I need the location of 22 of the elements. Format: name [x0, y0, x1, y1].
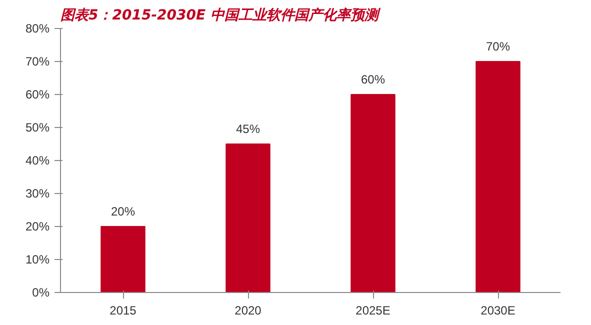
y-tick-label: 40% [25, 154, 50, 168]
y-tick-label: 80% [25, 22, 50, 36]
data-label: 70% [486, 40, 510, 54]
bar [476, 61, 520, 292]
y-tick-label: 10% [25, 252, 50, 266]
bar [100, 226, 146, 292]
data-label: 20% [110, 204, 136, 218]
y-tick-label: 50% [25, 120, 50, 134]
data-label: 45% [236, 122, 260, 136]
bar [226, 144, 270, 292]
chart-title: 图表5：2015-2030E 中国工业软件国产化率预测 [60, 6, 382, 24]
y-tick-label: 70% [25, 54, 50, 68]
y-tick-label: 60% [25, 88, 50, 102]
x-tick-label: 2030E [480, 304, 516, 318]
y-tick-label: 0% [32, 286, 50, 300]
x-tick-label: 2020 [234, 304, 262, 318]
y-tick-label: 20% [25, 220, 50, 234]
y-tick-label: 30% [25, 186, 50, 200]
bar [350, 94, 396, 292]
x-tick-label: 2015 [110, 304, 137, 318]
x-tick-label: 2025E [356, 304, 390, 318]
data-label: 60% [360, 72, 386, 86]
